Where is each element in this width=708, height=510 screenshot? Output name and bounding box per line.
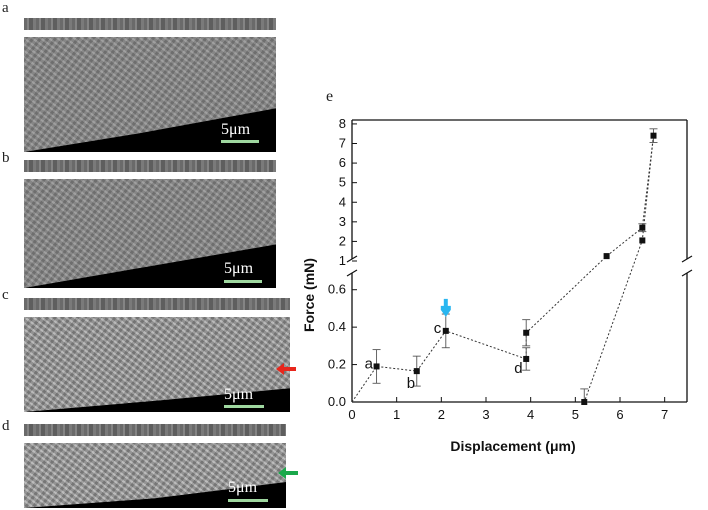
y-tick-label: 0.0 [328,394,346,409]
chart-marks: a b c d [365,128,658,405]
scale-bar-label-a: 5μm [221,121,251,138]
panel-label-d: d [2,418,10,434]
point-label-b: b [407,375,415,392]
panel-label-e: e [326,88,334,105]
data-point [523,355,530,362]
red-arrow-icon [276,363,296,375]
y-tick-label: 1 [339,253,346,268]
y-axis-label: Force (mN) [301,258,317,332]
x-tick-label: 6 [616,407,623,422]
data-point [523,329,530,336]
point-label-d: d [514,360,522,377]
y-tick-label: 0.4 [328,319,346,334]
chart-axes: 0 1 2 3 4 5 6 7 0.0 0.2 0.4 0.6 1 2 3 4 5 6 7 8 [328,116,693,422]
x-tick-label: 4 [527,407,534,422]
data-point [650,132,657,139]
y-tick-label: 3 [339,214,346,229]
sem-image-d: 5μm [24,424,286,508]
x-tick-label: 7 [661,407,668,422]
blue-arrow-shaft [443,298,448,307]
green-arrow-icon [278,467,298,479]
scale-bar-b [224,280,262,283]
scale-bar-label-d: 5μm [228,479,258,496]
x-tick-label: 1 [393,407,400,422]
data-point [639,224,646,231]
data-point [581,399,588,405]
panel-label-a: a [2,0,9,16]
axis-break-mark [681,269,693,277]
axis-break-mark [346,269,358,277]
x-tick-label: 2 [438,407,445,422]
scale-bar-label-c: 5μm [224,386,254,403]
scale-bar-c [224,405,264,408]
scale-bar-label-b: 5μm [224,260,254,277]
y-tick-label: 0.2 [328,357,346,372]
axis-break-mark [681,255,693,263]
data-point [603,253,610,260]
data-point [413,368,420,375]
y-tick-label: 4 [339,194,346,209]
y-tick-label: 2 [339,233,346,248]
x-tick-label: 3 [482,407,489,422]
data-point [373,363,380,370]
y-tick-label: 6 [339,155,346,170]
sem-image-b: 5μm [24,160,276,288]
sem-image-c: 5μm [24,298,290,412]
sem-image-a: 5μm [24,18,276,152]
x-tick-label: 0 [348,407,355,422]
panel-label-c: c [2,287,9,303]
chart-paths [351,135,654,403]
unloading-curve [583,135,654,403]
point-label-a: a [365,355,374,372]
y-tick-label: 7 [339,136,346,151]
y-tick-label: 0.6 [328,282,346,297]
panel-label-b: b [2,150,10,166]
scale-bar-d [228,499,268,502]
blue-arrow-icon [440,305,451,317]
x-tick-label: 5 [572,407,579,422]
y-tick-label: 5 [339,175,346,190]
point-label-c: c [434,320,442,337]
data-point [442,327,449,334]
scale-bar-a [221,140,259,143]
axis-break-mark [346,255,358,263]
loading-curve [351,135,654,403]
data-point [639,237,646,244]
y-tick-label: 8 [339,116,346,131]
force-displacement-chart: 0 1 2 3 4 5 6 7 0.0 0.2 0.4 0.6 1 2 3 4 5 6 7 8 a b c d Displa… [301,116,693,454]
x-axis-label: Displacement (μm) [450,438,575,454]
